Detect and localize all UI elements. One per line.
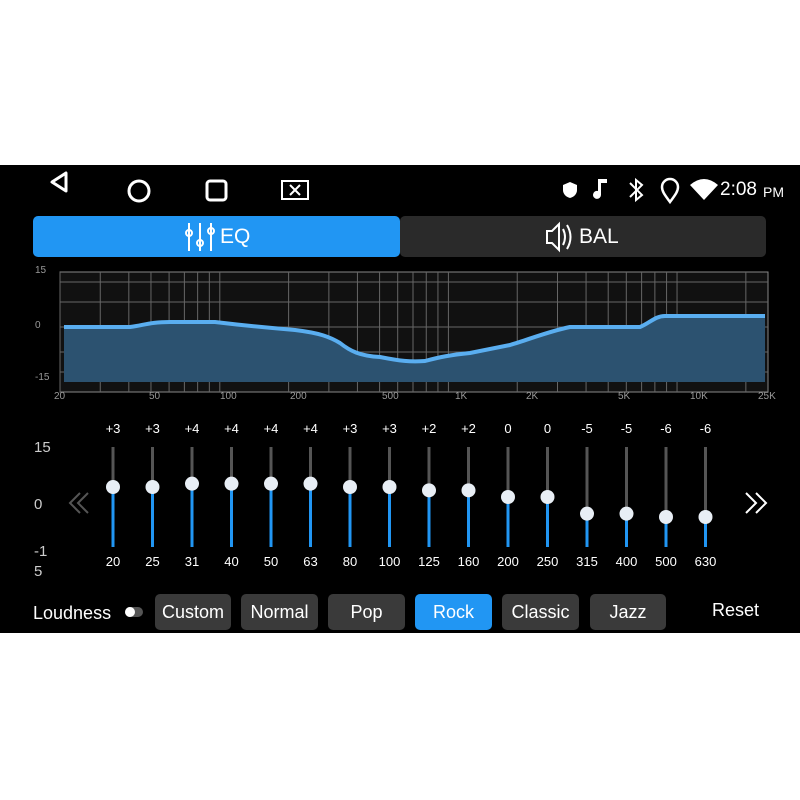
slider-knob[interactable] (580, 506, 594, 521)
back-button[interactable] (50, 171, 68, 193)
band-freq: 63 (303, 554, 318, 569)
gain-label: -6 (660, 421, 672, 436)
preset-button[interactable]: Custom (155, 594, 231, 630)
status-icons (563, 177, 718, 205)
graph-x-label: 50 (149, 391, 161, 402)
gain-label: +3 (105, 421, 121, 436)
recents-button[interactable] (205, 179, 228, 202)
scale-label: 15 (34, 439, 51, 456)
slider-knob[interactable] (422, 483, 436, 498)
gain-label: +4 (224, 421, 239, 436)
graph-y-label: 0 (35, 320, 41, 331)
band-freq: 160 (457, 554, 480, 569)
gain-label: -5 (620, 421, 633, 436)
band-freq: 25 (145, 554, 160, 569)
gain-label: -6 (699, 421, 712, 436)
reset-button[interactable]: Reset (712, 600, 760, 620)
scale-label: 0 (34, 496, 43, 513)
gain-label: +2 (421, 421, 437, 436)
band-freq: 400 (615, 554, 638, 569)
preset-button[interactable]: Rock (415, 594, 492, 630)
gain-label: +3 (382, 421, 397, 436)
slider-knob[interactable] (501, 490, 515, 504)
screen: 2:08 PM EQ BAL 15 0 -15 20 50 100 200 500 1K 2K 5K 10K 2… (0, 165, 800, 633)
preset-button[interactable]: Pop (328, 594, 405, 630)
gain-label: +4 (303, 421, 318, 436)
graph-x-label: 100 (220, 391, 237, 402)
slider-knob[interactable] (224, 476, 239, 491)
bal-tab[interactable] (400, 216, 766, 257)
band-freq: 40 (224, 554, 239, 569)
graph-x-label: 10K (690, 391, 708, 402)
gain-label: -5 (581, 421, 593, 436)
gain-label: 0 (504, 421, 512, 436)
slider-knob[interactable] (382, 480, 397, 494)
gain-label: +4 (263, 421, 279, 436)
gain-label: +4 (184, 421, 200, 436)
preset-button[interactable]: Classic (502, 594, 579, 630)
gain-label: 0 (543, 421, 552, 436)
response-curve (64, 314, 765, 364)
band-freq: 20 (105, 554, 121, 569)
band-freq: 100 (378, 554, 401, 569)
clock-period: PM (763, 184, 784, 200)
slider-knob[interactable] (461, 483, 476, 498)
loudness-label: Loudness (33, 603, 112, 623)
slider-knob[interactable] (659, 510, 673, 524)
graphics (33, 171, 769, 617)
band-freq: 31 (184, 554, 200, 569)
slider-knob[interactable] (540, 490, 555, 504)
slider-knob[interactable] (343, 480, 357, 494)
slider-knob[interactable] (264, 476, 278, 491)
slider-knob[interactable] (303, 476, 318, 491)
slider-knob[interactable] (619, 506, 634, 521)
slider-knob[interactable] (106, 480, 120, 494)
gain-label: +3 (145, 421, 160, 436)
band-freq: 125 (418, 554, 440, 569)
gain-label: +2 (461, 421, 476, 436)
scale-label: -15 (34, 543, 48, 580)
home-button[interactable] (127, 179, 151, 203)
preset-button[interactable]: Jazz (590, 594, 666, 630)
gain-label: +3 (342, 421, 358, 436)
graph-x-label: 2K (526, 391, 539, 402)
response-area (64, 316, 765, 382)
graph-y-label: 15 (35, 265, 47, 276)
band-freq: 50 (263, 554, 279, 569)
prev-page[interactable] (68, 492, 89, 514)
graph-x-label: 25K (758, 391, 776, 402)
graph-x-label: 20 (54, 391, 66, 402)
graph-y-label: -15 (35, 372, 50, 383)
band-freq: 200 (497, 554, 519, 569)
graph-x-label: 5K (618, 391, 631, 402)
tab-label[interactable]: BAL (579, 225, 619, 248)
band-freq: 500 (655, 554, 677, 569)
band-freq: 630 (694, 554, 717, 569)
next-page[interactable] (745, 492, 768, 514)
tab-label[interactable]: EQ (220, 225, 251, 248)
graph-x-label: 1K (455, 391, 468, 402)
band-freq: 315 (576, 554, 598, 569)
screenshot-button[interactable] (281, 180, 309, 200)
slider-knob[interactable] (185, 476, 199, 491)
eq-tab[interactable] (33, 216, 400, 257)
graph-x-label: 200 (290, 391, 307, 402)
graph-x-label: 500 (382, 391, 399, 402)
preset-button[interactable]: Normal (241, 594, 318, 630)
slider-knob[interactable] (698, 510, 713, 524)
slider-knob[interactable] (145, 480, 160, 494)
clock: 2:08 (720, 179, 757, 200)
band-freq: 250 (536, 554, 559, 569)
band-freq: 80 (342, 554, 358, 569)
